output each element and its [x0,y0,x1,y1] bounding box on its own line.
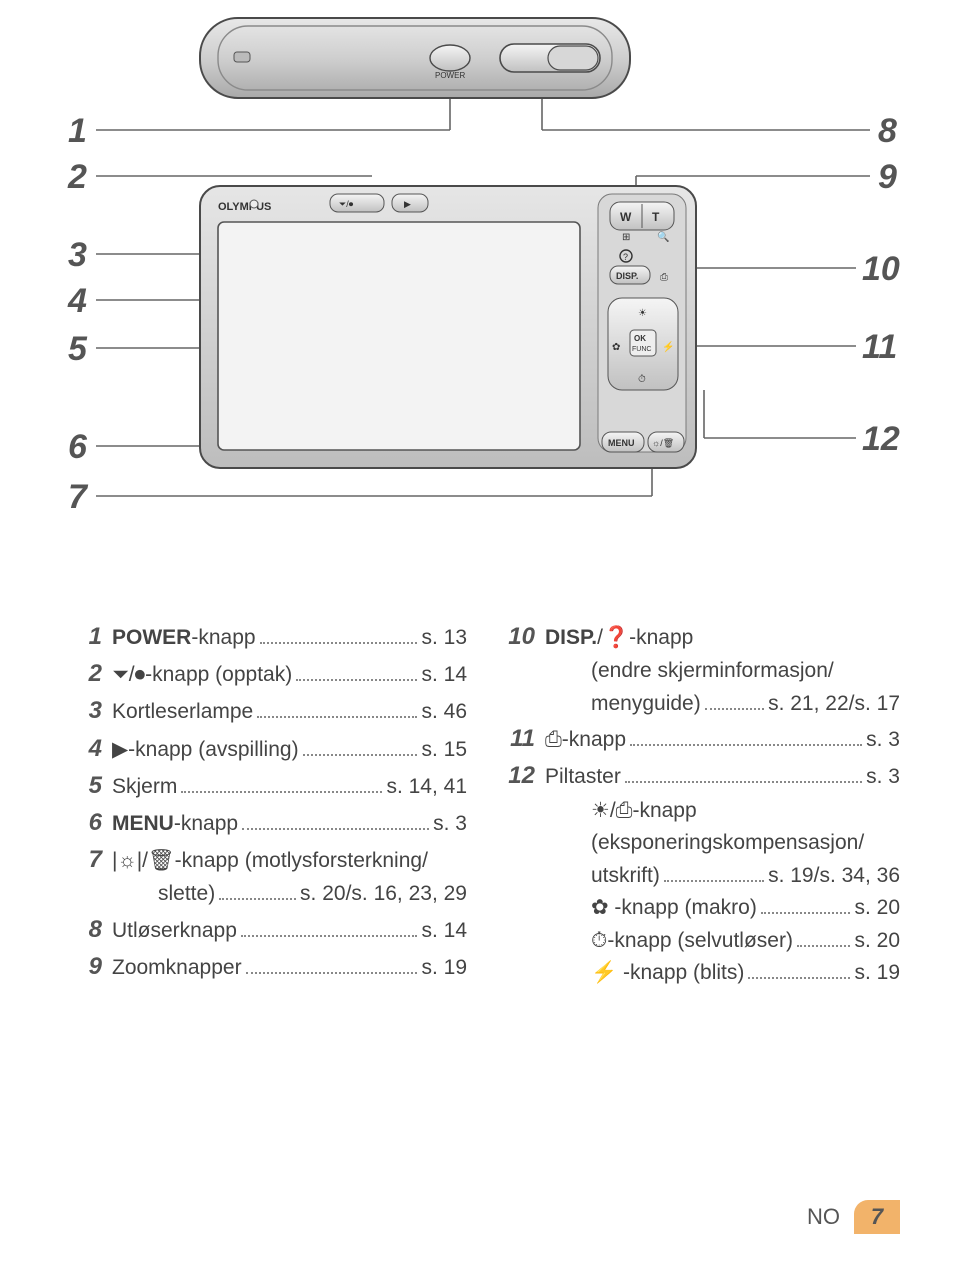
legend-row: 1POWER-knapp s. 13 [70,618,467,655]
legend-row: menyguide) s. 21, 22/s. 17 [503,688,900,721]
legend-row: 5Skjerm s. 14, 41 [70,767,467,804]
legend-page: s. 19/s. 34, 36 [768,860,900,893]
brand-label: OLYMPUS [218,201,271,213]
legend-label: Utløserknapp [112,915,237,948]
legend-page: s. 21, 22/s. 17 [768,688,900,721]
svg-text:⊞: ⊞ [622,232,630,243]
legend-row: (endre skjerminformasjon/ [503,655,900,688]
svg-text:▶: ▶ [404,199,411,209]
footer-lang: NO [807,1204,840,1230]
legend-label: ✿ -knapp (makro) [591,892,757,925]
disp-label: DISP. [616,271,638,281]
legend-label: utskrift) [591,860,660,893]
legend-num: 12 [503,757,545,794]
legend-label: ⎙-knapp [545,724,626,757]
svg-text:?: ? [623,252,628,262]
svg-text:⚡: ⚡ [662,340,674,353]
legend-page: s. 3 [866,724,900,757]
legend-row: 12Piltaster s. 3 [503,757,900,794]
legend-num: 5 [70,767,112,804]
legend-num: 9 [70,948,112,985]
legend-label: Zoomknapper [112,952,242,985]
legend-num: 10 [503,618,545,655]
svg-text:☀: ☀ [638,308,647,319]
legend-label: ⚡ -knapp (blits) [591,957,744,990]
svg-text:⏱: ⏱ [638,374,646,385]
legend-page: s. 20/s. 16, 23, 29 [300,878,467,911]
legend-row: slette) s. 20/s. 16, 23, 29 [70,878,467,911]
legend-row: utskrift) s. 19/s. 34, 36 [503,860,900,893]
legend-row: 9Zoomknapper s. 19 [70,948,467,985]
legend-row: 3Kortleserlampe s. 46 [70,692,467,729]
zoom-t: T [652,210,660,224]
camera-diagram: POWER OLYMPUS ⏷/⏺ ▶ [0,0,960,600]
legend-page: s. 14 [421,659,467,692]
legend-page: s. 19 [854,957,900,990]
legend-label: Skjerm [112,771,177,804]
legend-row: ⏱-knapp (selvutløser) s. 20 [503,925,900,958]
legend-row: 7|☼|/🗑-knapp (motlysforsterkning/ [70,841,467,878]
legend-num: 4 [70,730,112,767]
legend-col-1: 1POWER-knapp s. 13 2⏷/⏺-knapp (opptak) s. 1… [70,618,467,990]
legend-label: (endre skjerminformasjon/ [591,655,834,688]
legend-page: s. 3 [433,808,467,841]
legend: 1POWER-knapp s. 13 2⏷/⏺-knapp (opptak) s. 1… [70,618,900,990]
legend-num: 1 [70,618,112,655]
legend-num: 7 [70,841,112,878]
legend-page: s. 13 [421,622,467,655]
zoom-w: W [620,210,632,224]
legend-label: (eksponeringskompensasjon/ [591,827,864,860]
legend-label: Piltaster [545,761,621,794]
legend-page: s. 19 [421,952,467,985]
legend-row: ☀/⎙-knapp [503,795,900,828]
legend-row: 8Utløserknapp s. 14 [70,911,467,948]
legend-page: s. 15 [421,734,467,767]
legend-col-2: 10DISP./❓-knapp(endre skjerminformasjon/… [503,618,900,990]
legend-label: menyguide) [591,688,701,721]
legend-label: ⏱-knapp (selvutløser) [591,925,793,958]
svg-text:⏷/⏺: ⏷/⏺ [338,199,354,209]
legend-page: s. 46 [421,696,467,729]
legend-label: Kortleserlampe [112,696,253,729]
ok-label: OK [634,334,646,343]
legend-num: 2 [70,655,112,692]
legend-page: s. 3 [866,761,900,794]
footer-page: 7 [854,1200,900,1234]
legend-row: 11⎙-knapp s. 3 [503,720,900,757]
svg-text:✿: ✿ [612,342,620,353]
page-footer: NO 7 [807,1200,900,1234]
legend-row: 4▶-knapp (avspilling) s. 15 [70,730,467,767]
legend-label: ▶-knapp (avspilling) [112,734,299,767]
menu-label: MENU [608,438,635,448]
legend-label: |☼|/🗑-knapp (motlysforsterkning/ [112,845,428,878]
svg-text:☼/🗑: ☼/🗑 [652,438,674,448]
legend-num: 3 [70,692,112,729]
legend-num: 11 [503,720,545,757]
legend-label: MENU-knapp [112,808,238,841]
legend-label: DISP./❓-knapp [545,622,693,655]
legend-label: ⏷/⏺-knapp (opptak) [112,659,292,692]
legend-row: (eksponeringskompensasjon/ [503,827,900,860]
legend-page: s. 14 [421,915,467,948]
legend-label: ☀/⎙-knapp [591,795,697,828]
legend-label: POWER-knapp [112,622,256,655]
legend-page: s. 20 [854,892,900,925]
svg-text:🔍: 🔍 [657,230,669,243]
legend-page: s. 20 [854,925,900,958]
legend-row: ⚡ -knapp (blits) s. 19 [503,957,900,990]
svg-text:⎙: ⎙ [660,272,668,283]
legend-num: 8 [70,911,112,948]
legend-row: ✿ -knapp (makro) s. 20 [503,892,900,925]
power-label: POWER [435,71,465,80]
legend-label: slette) [158,878,215,911]
func-label: FUNC [632,346,651,353]
legend-row: 2⏷/⏺-knapp (opptak) s. 14 [70,655,467,692]
legend-row: 10DISP./❓-knapp [503,618,900,655]
legend-num: 6 [70,804,112,841]
legend-row: 6MENU-knapp s. 3 [70,804,467,841]
legend-page: s. 14, 41 [386,771,467,804]
